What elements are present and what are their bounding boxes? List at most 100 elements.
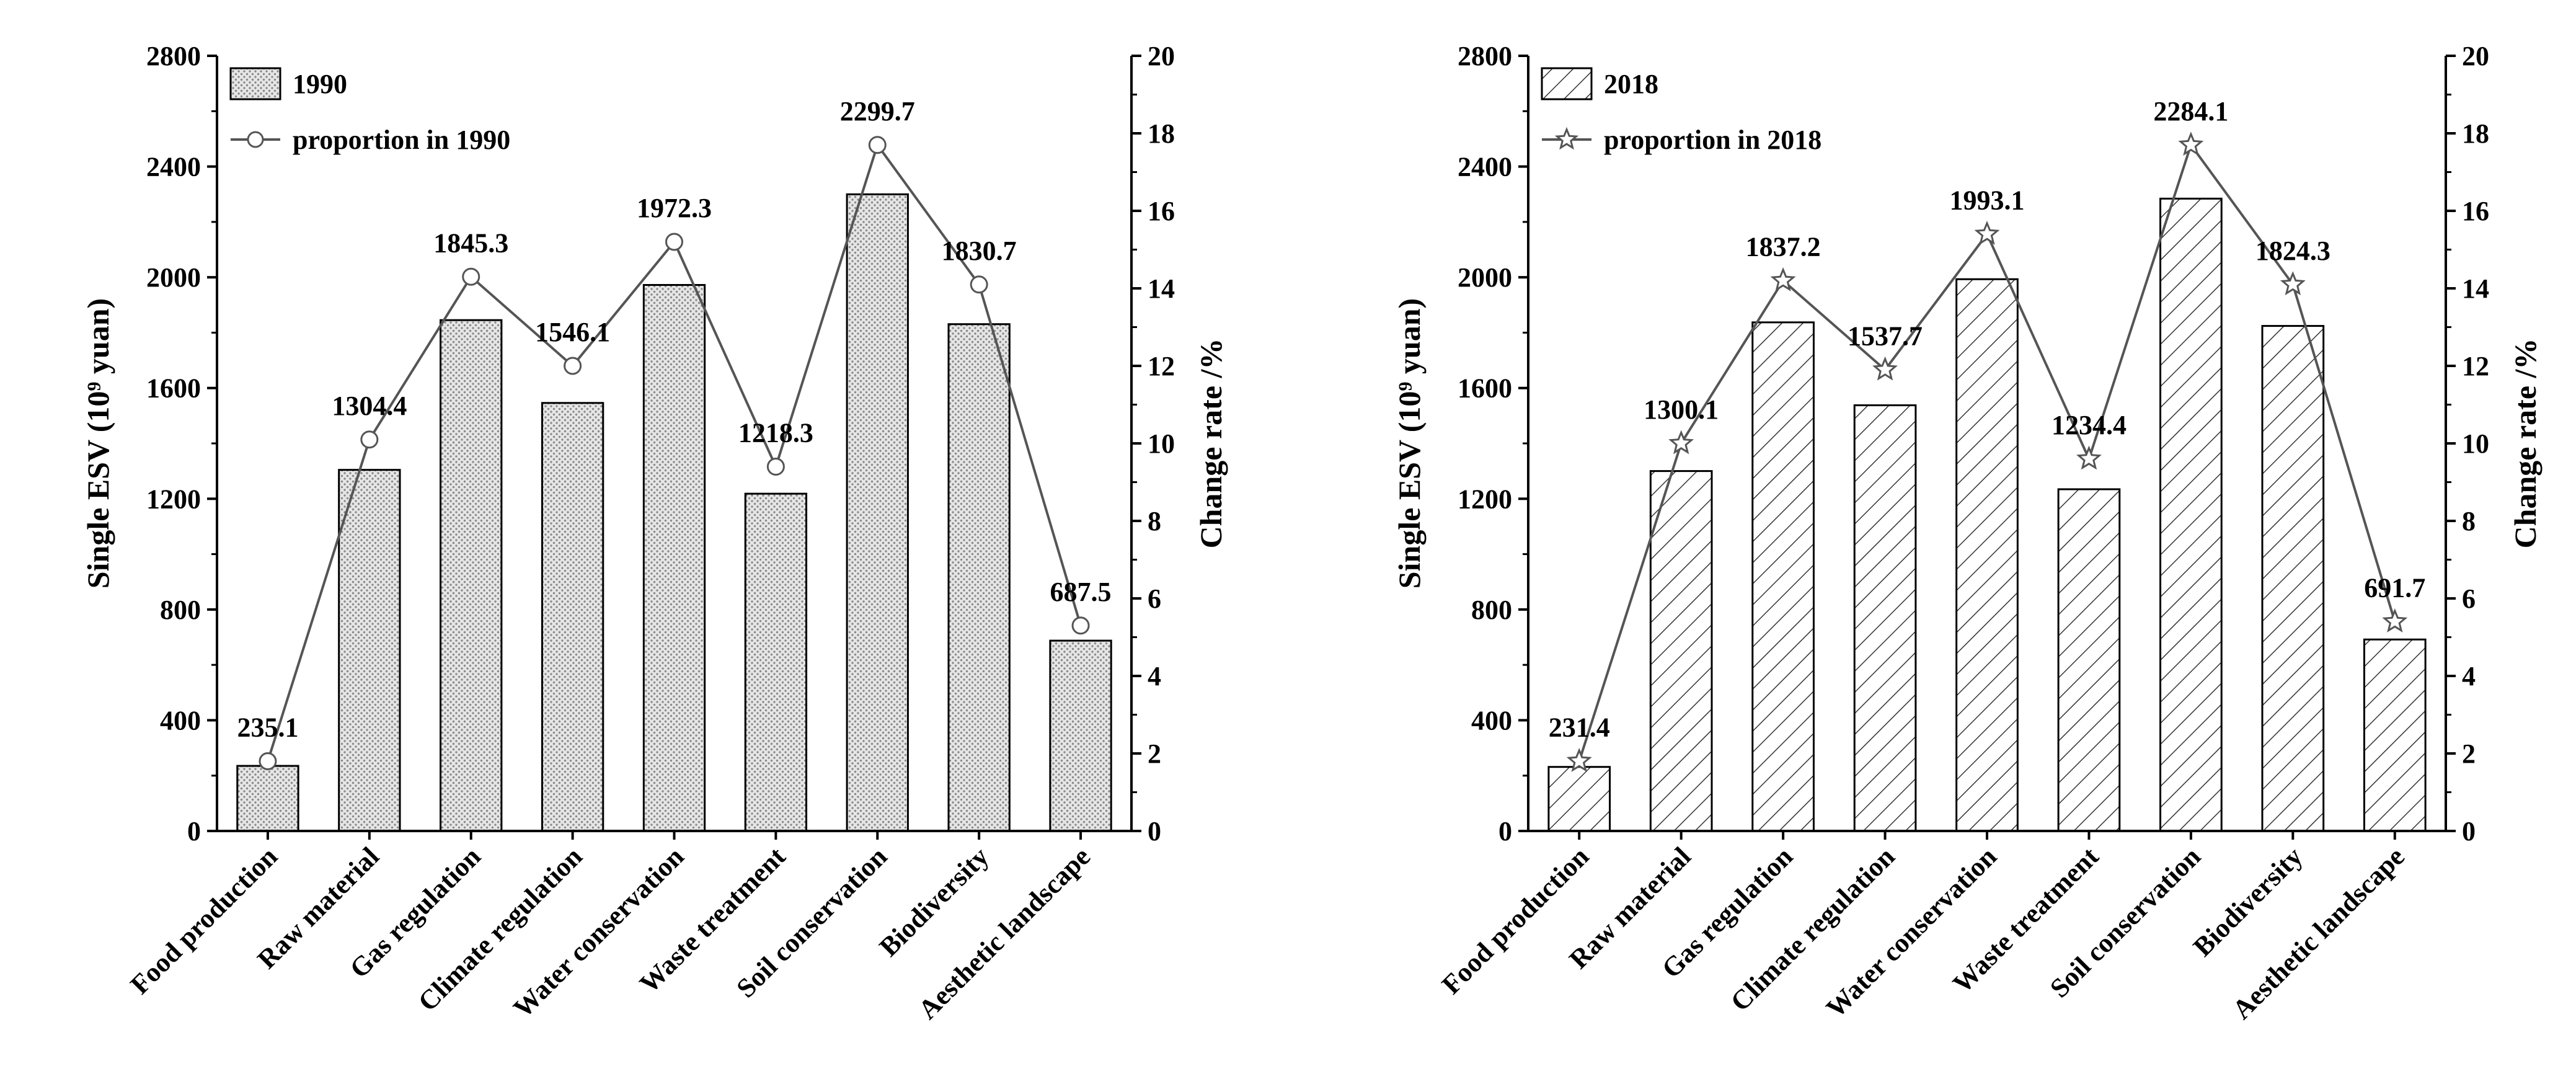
y-left-tick-label: 1200 xyxy=(1458,484,1512,514)
y-right-tick-label: 12 xyxy=(1148,351,1175,381)
y-left-tick-label: 400 xyxy=(160,705,201,735)
y-left-tick-label: 400 xyxy=(1471,705,1512,735)
chart-panel-2: 0 400 800 1200 1600 2000 2400 2800 0 2 4 6 8 10 12 14 16… xyxy=(1392,41,2543,1025)
y-right-tick-label: 14 xyxy=(1148,273,1175,304)
y-left-tick-label: 1200 xyxy=(146,484,201,514)
data-label-9: 691.7 xyxy=(2364,573,2425,603)
data-label-6: 1234.4 xyxy=(2052,410,2127,440)
y-right-tick-label: 18 xyxy=(1148,118,1175,149)
y-left-tick-label: 0 xyxy=(187,816,201,846)
bar-8 xyxy=(947,323,1011,832)
line-marker-5 xyxy=(1974,220,2000,245)
x-tick-label: Aesthetic landscape xyxy=(913,841,1096,1024)
line-marker-4 xyxy=(564,357,582,375)
bar-5 xyxy=(642,284,706,832)
legend-bar-label: 1990 xyxy=(293,69,347,99)
legend-line-marker xyxy=(247,131,264,148)
y-right-tick-label: 12 xyxy=(2462,351,2489,381)
data-label-2: 1304.4 xyxy=(332,391,407,421)
bar-7 xyxy=(846,193,909,832)
y-left-tick-label: 2000 xyxy=(146,262,201,293)
data-label-5: 1993.1 xyxy=(1950,185,2025,216)
line-marker-3 xyxy=(1770,267,1796,291)
bar-5 xyxy=(1955,278,2019,832)
legend-bar-swatch xyxy=(229,67,281,100)
y-left-axis-title: Single ESV (10⁹ yuan) xyxy=(1392,298,1427,589)
data-label-2: 1300.1 xyxy=(1644,394,1719,425)
line-marker-8 xyxy=(2280,271,2306,296)
y-left-tick-label: 2800 xyxy=(1458,41,1512,71)
y-left-tick-label: 800 xyxy=(1471,595,1512,625)
y-left-tick-label: 1600 xyxy=(146,373,201,404)
data-label-8: 1830.7 xyxy=(942,236,1017,266)
line-marker-4 xyxy=(1872,356,1898,381)
line-marker-1 xyxy=(259,752,277,770)
data-label-4: 1546.1 xyxy=(535,317,610,347)
line-marker-6 xyxy=(766,458,785,476)
y-left-tick-label: 2400 xyxy=(146,152,201,182)
y-right-tick-label: 2 xyxy=(1148,739,1161,769)
bar-2 xyxy=(1649,470,1713,832)
bar-6 xyxy=(2057,488,2121,832)
legend-line-marker xyxy=(1554,127,1579,150)
line-marker-5 xyxy=(665,233,683,251)
y-right-tick-label: 20 xyxy=(1148,41,1175,71)
legend-line-label: proportion in 1990 xyxy=(293,125,510,155)
x-tick-label: Aesthetic landscape xyxy=(2226,841,2410,1024)
bar-8 xyxy=(2261,325,2325,832)
data-label-1: 231.4 xyxy=(1549,713,1610,743)
bar-1 xyxy=(236,765,299,832)
y-right-tick-label: 0 xyxy=(2462,816,2476,846)
line-marker-9 xyxy=(1071,616,1090,635)
y-right-tick-label: 16 xyxy=(2462,196,2489,226)
line-marker-6 xyxy=(2076,445,2102,470)
bar-2 xyxy=(338,469,401,832)
y-right-axis-title: Change rate /% xyxy=(2508,339,2543,549)
bar-3 xyxy=(440,319,503,832)
x-tick-label: Water conservation xyxy=(507,841,689,1023)
line-marker-3 xyxy=(462,267,480,286)
y-left-tick-label: 1600 xyxy=(1458,373,1512,404)
y-right-tick-label: 8 xyxy=(2462,506,2476,536)
y-right-tick-label: 18 xyxy=(2462,118,2489,149)
y-right-tick-label: 8 xyxy=(1148,506,1161,536)
y-right-tick-label: 16 xyxy=(1148,196,1175,226)
y-left-tick-label: 2800 xyxy=(146,41,201,71)
data-label-9: 687.5 xyxy=(1050,577,1112,607)
y-left-axis-title: Single ESV (10⁹ yuan) xyxy=(81,298,115,589)
data-label-5: 1972.3 xyxy=(637,193,712,223)
line-marker-9 xyxy=(2382,608,2408,633)
line-marker-8 xyxy=(970,275,988,294)
y-right-tick-label: 10 xyxy=(1148,429,1175,459)
bar-4 xyxy=(541,402,604,832)
data-label-8: 1824.3 xyxy=(2255,236,2330,266)
bar-4 xyxy=(1853,404,1917,832)
y-right-tick-label: 20 xyxy=(2462,41,2489,71)
y-left-tick-label: 0 xyxy=(1498,816,1512,846)
data-label-7: 2299.7 xyxy=(840,96,915,127)
legend-bar-swatch xyxy=(1541,67,1593,100)
y-right-tick-label: 4 xyxy=(2462,661,2476,691)
line-marker-2 xyxy=(1668,430,1694,455)
y-right-tick-label: 6 xyxy=(1148,584,1161,614)
data-label-6: 1218.3 xyxy=(738,418,813,448)
y-right-tick-label: 4 xyxy=(1148,661,1161,691)
data-label-4: 1537.7 xyxy=(1848,321,1923,351)
bar-6 xyxy=(744,492,808,832)
bar-9 xyxy=(1049,639,1112,832)
legend-line-label: proportion in 2018 xyxy=(1604,125,1821,155)
y-right-tick-label: 0 xyxy=(1148,816,1161,846)
data-label-1: 235.1 xyxy=(237,713,298,743)
line-marker-1 xyxy=(1566,748,1592,772)
line-marker-7 xyxy=(2178,131,2204,156)
x-tick-label: Water conservation xyxy=(1820,841,2003,1023)
line-marker-2 xyxy=(360,430,379,449)
line-marker-7 xyxy=(868,136,887,154)
y-left-tick-label: 2400 xyxy=(1458,152,1512,182)
x-tick-label: Food production xyxy=(125,841,283,1000)
bar-3 xyxy=(1751,321,1815,832)
y-left-tick-label: 800 xyxy=(160,595,201,625)
x-tick-label: Food production xyxy=(1436,841,1595,1000)
